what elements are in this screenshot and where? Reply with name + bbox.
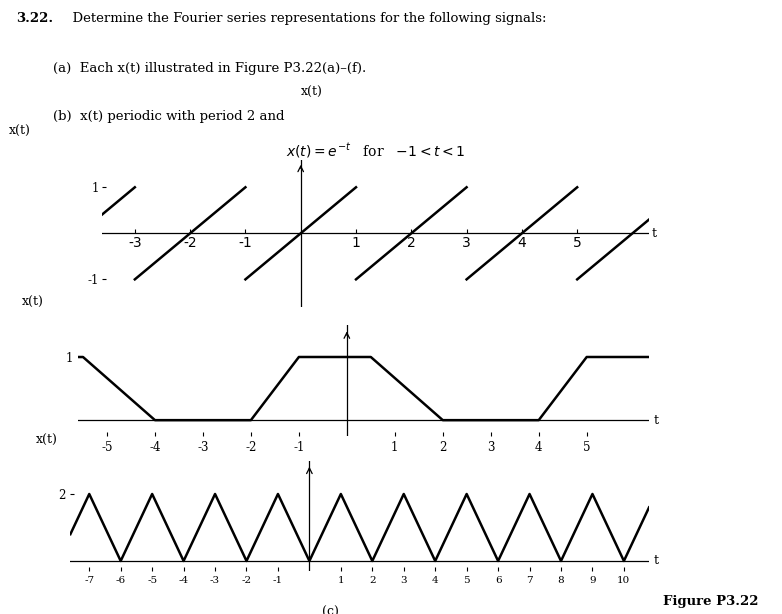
Text: Figure P3.22: Figure P3.22 [663, 595, 759, 608]
Text: 3.22.: 3.22. [16, 12, 52, 25]
Text: (b): (b) [354, 464, 373, 476]
Text: x(t): x(t) [301, 86, 323, 99]
Text: t: t [652, 227, 657, 240]
Text: (b)  x(t) periodic with period 2 and: (b) x(t) periodic with period 2 and [53, 109, 285, 123]
Text: (a): (a) [367, 333, 384, 346]
Text: (c): (c) [322, 607, 339, 614]
Text: (a)  Each x(t) illustrated in Figure P3.22(a)–(f).: (a) Each x(t) illustrated in Figure P3.2… [53, 62, 367, 75]
Text: t: t [654, 414, 659, 427]
Text: Determine the Fourier series representations for the following signals:: Determine the Fourier series representat… [64, 12, 547, 25]
Text: $x(t) = e^{-t}$   for   $-1 < t < 1$: $x(t) = e^{-t}$ for $-1 < t < 1$ [285, 141, 465, 160]
Text: x(t): x(t) [36, 434, 58, 447]
Text: x(t): x(t) [22, 296, 44, 309]
Text: x(t): x(t) [9, 125, 30, 138]
Text: t: t [654, 554, 658, 567]
